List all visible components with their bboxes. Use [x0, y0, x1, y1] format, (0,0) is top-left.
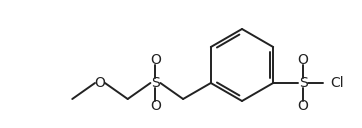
- Text: S: S: [151, 76, 160, 90]
- Text: O: O: [298, 53, 309, 67]
- Text: O: O: [150, 99, 161, 113]
- Text: O: O: [94, 76, 105, 90]
- Text: Cl: Cl: [330, 76, 344, 90]
- Text: O: O: [298, 99, 309, 113]
- Text: S: S: [299, 76, 308, 90]
- Text: O: O: [150, 53, 161, 67]
